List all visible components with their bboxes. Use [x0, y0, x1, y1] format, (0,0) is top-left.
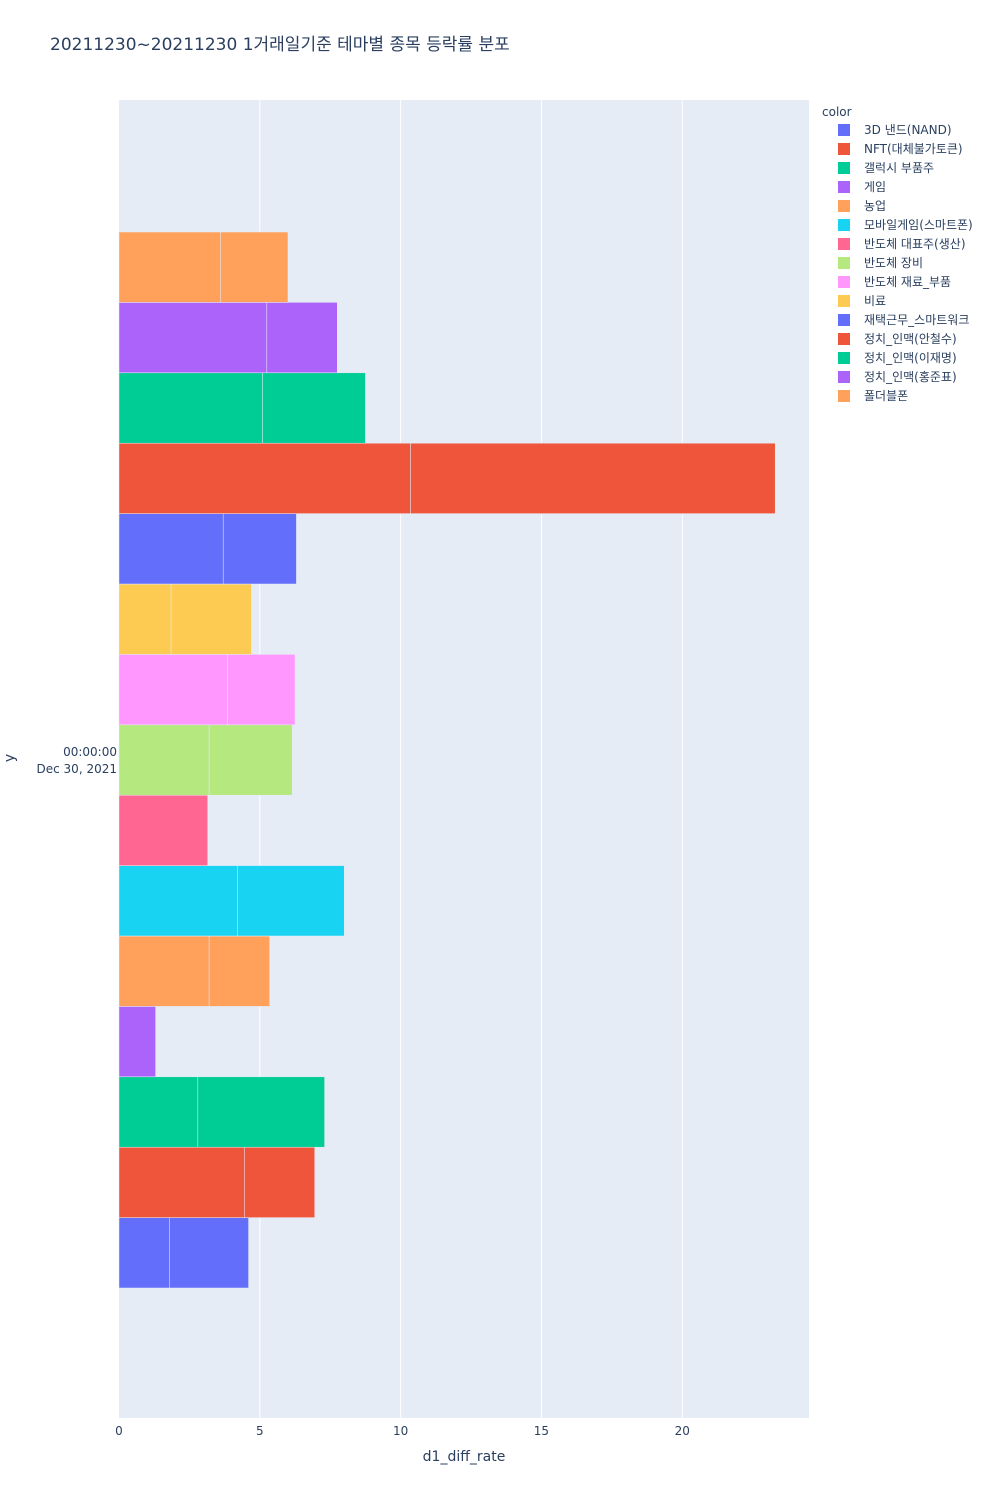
bar-segment[interactable]: [410, 442, 776, 514]
legend-label[interactable]: 반도체 장비: [864, 256, 923, 270]
legend-label[interactable]: 정치_인맥(안철수): [864, 332, 957, 346]
legend-label[interactable]: 정치_인맥(이재명): [864, 351, 957, 365]
bar-segment[interactable]: [237, 865, 345, 937]
legend-label[interactable]: 비료: [864, 294, 886, 308]
bar-segment[interactable]: [244, 1146, 315, 1218]
bar-segment[interactable]: [118, 1006, 156, 1078]
legend-swatch[interactable]: [838, 219, 850, 231]
legend-swatch[interactable]: [838, 162, 850, 174]
legend-swatch[interactable]: [838, 314, 850, 326]
x-tick-label: 20: [675, 1424, 690, 1438]
bar-segment[interactable]: [118, 724, 210, 796]
bar-segment[interactable]: [208, 935, 270, 1007]
bar-segment[interactable]: [208, 724, 293, 796]
bar-segment[interactable]: [118, 654, 228, 726]
legend-label[interactable]: 폴더블폰: [864, 389, 908, 403]
bar-segment[interactable]: [118, 231, 221, 303]
legend-label[interactable]: 게임: [864, 180, 886, 194]
bar-segment[interactable]: [262, 372, 366, 444]
x-tick-label: 10: [393, 1424, 408, 1438]
legend-label[interactable]: 반도체 대표주(생산): [864, 237, 966, 251]
bar-segment[interactable]: [222, 513, 297, 585]
bar-segment[interactable]: [118, 372, 263, 444]
legend-swatch[interactable]: [838, 295, 850, 307]
legend-swatch[interactable]: [838, 200, 850, 212]
legend-swatch[interactable]: [838, 333, 850, 345]
bar-segment[interactable]: [266, 302, 338, 374]
legend-label[interactable]: 재택근무_스마트워크: [864, 313, 969, 327]
x-axis-ticks: 0 5 10 15 20: [115, 1424, 690, 1438]
y-axis-title: y: [2, 754, 18, 762]
chart-title: 20211230~20211230 1거래일기준 테마별 종목 등락률 분포: [50, 35, 510, 55]
bar-segment[interactable]: [118, 1217, 170, 1289]
x-tick-label: 15: [534, 1424, 549, 1438]
legend-title: color: [822, 105, 852, 119]
bar-segment[interactable]: [220, 231, 289, 303]
legend-swatch[interactable]: [838, 390, 850, 402]
bar-segment[interactable]: [118, 1146, 245, 1218]
legend-swatch[interactable]: [838, 124, 850, 136]
x-axis-title: d1_diff_rate: [423, 1449, 506, 1465]
bar-segment[interactable]: [118, 1076, 199, 1148]
y-tick-label-time: 00:00:00: [63, 745, 117, 759]
legend-swatch[interactable]: [838, 143, 850, 155]
bar-segment[interactable]: [170, 583, 252, 655]
bar-segment[interactable]: [118, 513, 224, 585]
bar-segment[interactable]: [227, 654, 296, 726]
legend-label[interactable]: 반도체 재료_부품: [864, 275, 951, 289]
y-tick-label-date: Dec 30, 2021: [37, 762, 117, 776]
x-tick-label: 0: [115, 1424, 123, 1438]
legend-label[interactable]: 모바일게임(스마트폰): [864, 218, 973, 232]
bar-segment[interactable]: [118, 865, 238, 937]
bar-segment[interactable]: [169, 1217, 249, 1289]
bar-segment[interactable]: [118, 302, 268, 374]
x-tick-label: 5: [256, 1424, 264, 1438]
bar-segment[interactable]: [118, 583, 172, 655]
legend-swatch[interactable]: [838, 276, 850, 288]
legend-swatch[interactable]: [838, 257, 850, 269]
legend-label[interactable]: 농업: [864, 199, 886, 213]
legend: color 3D 낸드(NAND) NFT(대체불가토큰) 갤럭시 부품주게임농업모…: [822, 105, 973, 403]
legend-swatch[interactable]: [838, 181, 850, 193]
legend-label[interactable]: NFT(대체불가토큰): [864, 142, 963, 156]
bar-segment[interactable]: [118, 442, 411, 514]
legend-label[interactable]: 갤럭시 부품주: [864, 161, 934, 175]
bar-segment[interactable]: [197, 1076, 325, 1148]
bar-segment[interactable]: [118, 794, 208, 866]
bar-layer: [118, 231, 776, 1289]
legend-label[interactable]: 3D 낸드(NAND): [864, 123, 952, 137]
legend-swatch[interactable]: [838, 238, 850, 250]
legend-swatch[interactable]: [838, 371, 850, 383]
legend-swatch[interactable]: [838, 352, 850, 364]
bar-segment[interactable]: [118, 935, 210, 1007]
legend-label[interactable]: 정치_인맥(홍준표): [864, 370, 957, 384]
